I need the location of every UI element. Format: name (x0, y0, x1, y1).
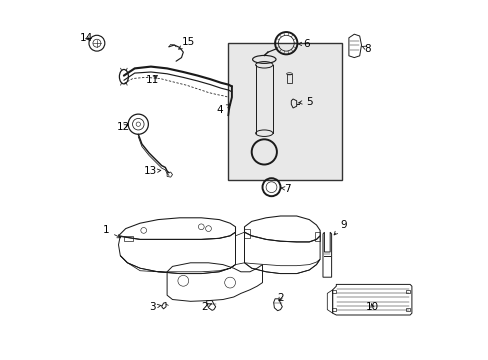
Bar (244, 229, 249, 238)
Bar (228, 43, 341, 180)
Bar (331, 290, 335, 293)
Text: 8: 8 (361, 44, 370, 54)
Text: 14: 14 (80, 33, 93, 43)
Text: 3: 3 (149, 302, 161, 312)
Bar (406, 308, 409, 311)
Text: 1: 1 (102, 225, 121, 238)
Bar (314, 232, 320, 241)
Text: 15: 15 (178, 37, 195, 49)
Text: 2: 2 (277, 293, 283, 303)
Bar (123, 236, 133, 241)
Text: 13: 13 (144, 166, 161, 176)
Text: 12: 12 (117, 122, 130, 132)
Bar (286, 74, 292, 83)
Bar (406, 290, 409, 293)
Text: 5: 5 (298, 96, 312, 107)
Text: 10: 10 (365, 302, 378, 312)
Text: 9: 9 (333, 220, 346, 235)
Text: 2: 2 (201, 302, 211, 312)
Text: 6: 6 (297, 39, 309, 49)
Text: 4: 4 (216, 105, 229, 115)
Text: 11: 11 (146, 75, 159, 85)
Text: 7: 7 (281, 184, 290, 194)
Bar (331, 308, 335, 311)
